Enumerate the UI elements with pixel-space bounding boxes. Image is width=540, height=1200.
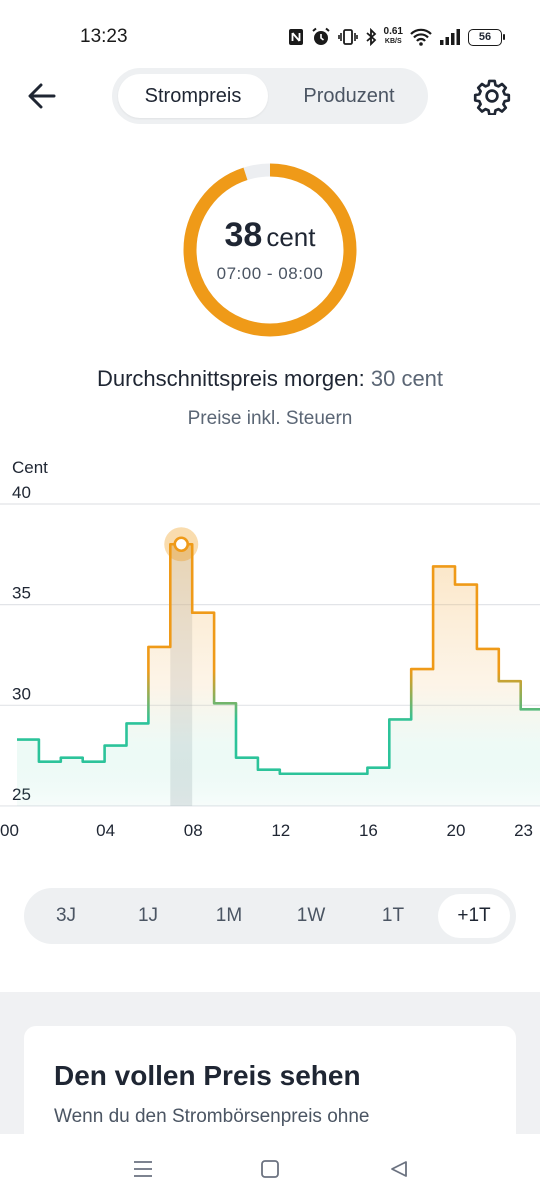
status-icons: 0.61 KB/S 56 xyxy=(288,24,505,50)
chart-y-label: Cent xyxy=(12,458,48,477)
tax-note: Preise inkl. Steuern xyxy=(187,408,353,429)
average-price-label: Durchschnittspreis morgen: xyxy=(96,366,365,391)
current-price: 38 cent xyxy=(178,216,362,255)
bluetooth-icon xyxy=(365,26,377,48)
battery-icon: 56 xyxy=(468,28,505,46)
current-price-value: 38 xyxy=(224,216,263,254)
price-line xyxy=(17,542,540,776)
x-tick-label: 00 xyxy=(0,821,19,840)
square-icon xyxy=(261,1160,279,1178)
back-nav-button[interactable] xyxy=(384,1154,414,1184)
average-price: Durchschnittspreis morgen: 30 cent xyxy=(0,366,540,392)
price-gauge xyxy=(183,163,357,337)
arrow-left-icon xyxy=(28,83,56,109)
signal-icon xyxy=(439,26,461,48)
menu-icon xyxy=(134,1161,152,1177)
tab-produzent[interactable]: Produzent xyxy=(303,84,395,107)
alarm-icon xyxy=(311,26,331,48)
network-speed-unit: KB/S xyxy=(384,38,402,45)
x-tick-label: 23 xyxy=(514,821,533,840)
price-gauge-arc xyxy=(183,163,357,337)
x-tick-label: 08 xyxy=(184,821,203,840)
y-tick-label: 30 xyxy=(12,684,31,703)
vibrate-icon xyxy=(337,26,358,48)
x-tick-label: 20 xyxy=(447,821,466,840)
status-time: 13:23 xyxy=(80,26,128,47)
home-button[interactable] xyxy=(255,1154,285,1184)
view-toggle: Strompreis Produzent xyxy=(112,68,428,124)
y-tick-label: 40 xyxy=(12,483,31,502)
price-area xyxy=(17,544,540,806)
recent-apps-button[interactable] xyxy=(128,1154,158,1184)
y-tick-label: 35 xyxy=(12,584,31,603)
network-speed-value: 0.61 xyxy=(383,26,403,37)
x-tick-label: 12 xyxy=(271,821,290,840)
x-tick-label: 16 xyxy=(359,821,378,840)
nfc-icon xyxy=(288,26,304,48)
current-price-unit: cent xyxy=(266,222,316,252)
chart-x-ticks: 00 04 08 12 16 20 23 xyxy=(0,821,533,840)
tab-strompreis[interactable]: Strompreis xyxy=(118,74,268,118)
x-tick-label: 04 xyxy=(96,821,115,840)
current-time-range: 07:00 - 08:00 xyxy=(216,264,324,283)
gear-icon xyxy=(473,79,511,115)
back-button[interactable] xyxy=(22,76,62,116)
range-1j-button[interactable]: 1J xyxy=(137,905,159,926)
range-3j-button[interactable]: 3J xyxy=(55,905,77,926)
range-plus-1t-button[interactable]: +1T xyxy=(438,894,510,938)
battery-level: 56 xyxy=(478,31,492,43)
selected-point-marker[interactable] xyxy=(164,527,199,562)
wifi-icon xyxy=(410,26,432,48)
average-price-value: 30 cent xyxy=(370,366,444,391)
range-1m-button[interactable]: 1M xyxy=(215,905,243,926)
marker-dot xyxy=(173,536,190,553)
range-1t-button[interactable]: 1T xyxy=(381,905,405,926)
triangle-back-icon xyxy=(391,1161,407,1177)
promo-card-text: Wenn du den Strombörsenpreis ohne xyxy=(54,1106,370,1127)
network-speed: 0.61 KB/S xyxy=(384,26,403,48)
range-selector: 3J 1J 1M 1W 1T +1T xyxy=(24,888,516,944)
promo-card-title: Den vollen Preis sehen xyxy=(54,1060,361,1091)
system-nav-bar xyxy=(0,1134,540,1200)
status-bar: 13:23 0.61 KB/S 56 xyxy=(0,0,540,72)
settings-button[interactable] xyxy=(470,74,514,118)
range-1w-button[interactable]: 1W xyxy=(296,905,326,926)
